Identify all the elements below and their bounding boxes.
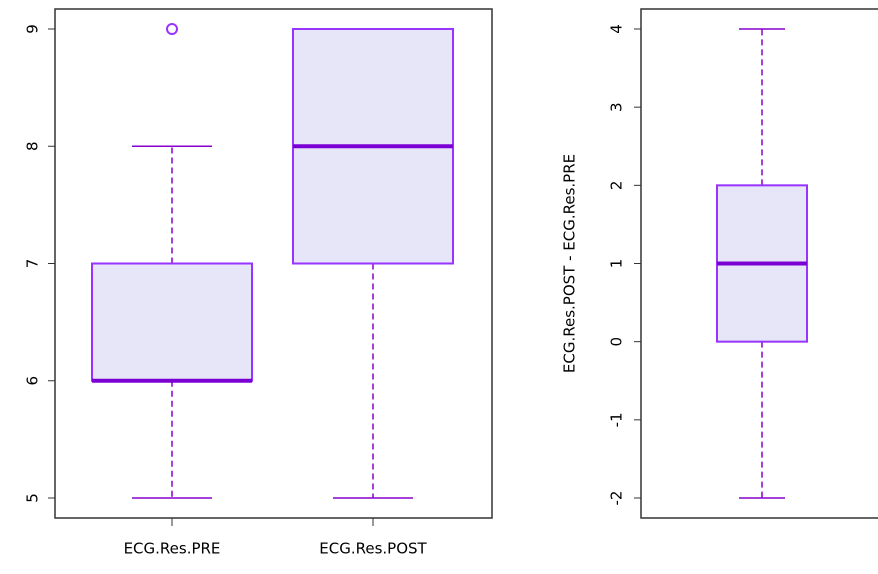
y-axis-title: ECG.Res.POST - ECG.Res.PRE: [561, 154, 579, 373]
box-1: [717, 29, 807, 498]
panel-pre-post: 5 6 7 8 9 ECG.Res.PRE ECG.Res.POST: [24, 9, 493, 558]
panel-difference: -2 -1 0 1 2 3 4 ECG.Res.POST - ECG.Res.PRE: [561, 9, 878, 518]
y-tick-label: 5: [24, 493, 42, 503]
y-tick-label: 3: [608, 102, 626, 112]
box-2: [293, 29, 453, 498]
x-tick-label: ECG.Res.PRE: [124, 540, 221, 558]
y-tick-label: 6: [24, 376, 42, 386]
y-tick-label: -2: [608, 491, 626, 506]
iqr-box: [92, 264, 252, 381]
y-tick-label: 2: [608, 181, 626, 191]
y-tick-label: 4: [608, 24, 626, 34]
outlier-point: [167, 24, 177, 34]
y-tick-label: 7: [24, 259, 42, 269]
y-tick-label: 0: [608, 337, 626, 347]
y-tick-label: -1: [608, 412, 626, 427]
box-1: [92, 24, 252, 498]
x-tick-label: ECG.Res.POST: [319, 540, 427, 558]
y-tick-label: 8: [24, 141, 42, 151]
y-tick-label: 1: [608, 259, 626, 269]
y-tick-label: 9: [24, 24, 42, 34]
